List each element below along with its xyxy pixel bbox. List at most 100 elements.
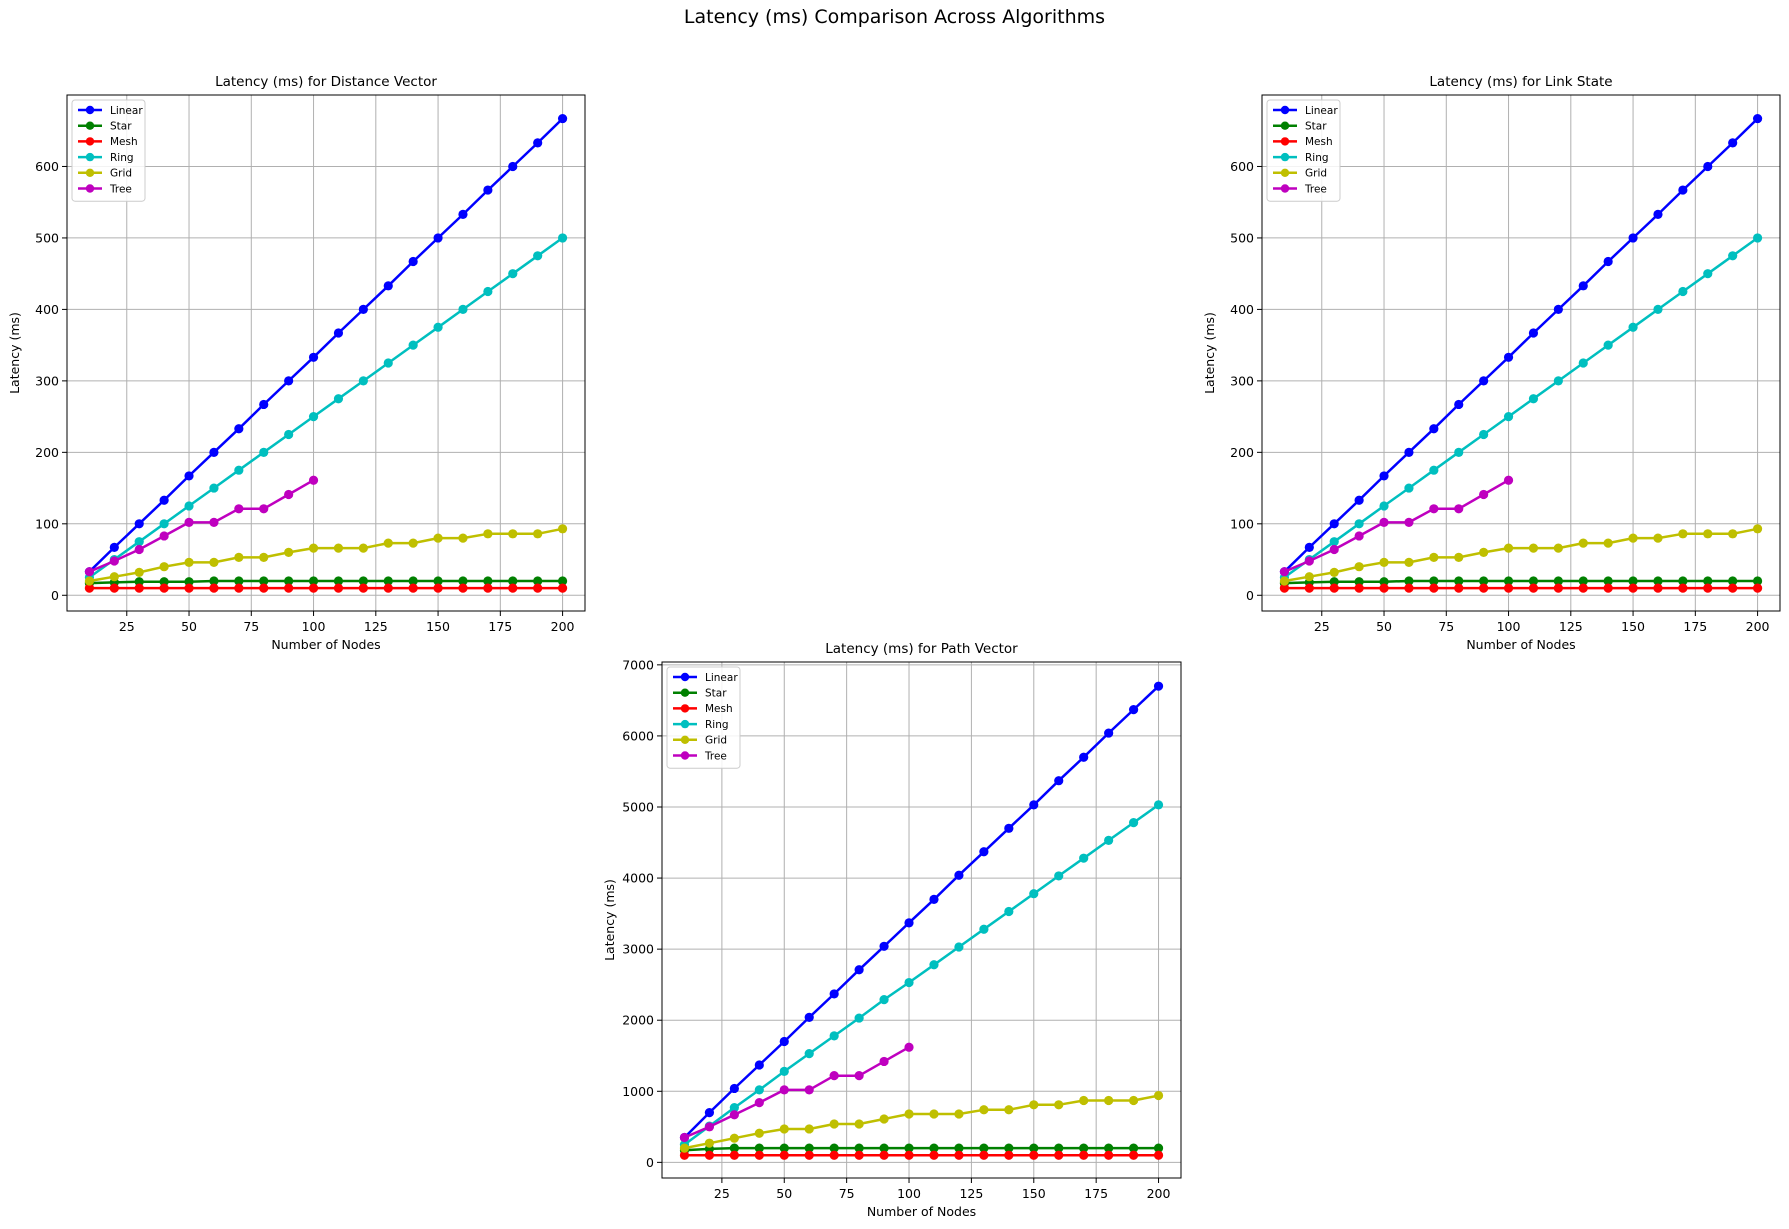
data-point-linear — [1079, 752, 1089, 762]
data-point-grid — [1104, 1095, 1114, 1106]
x-tick-label: 25 — [119, 619, 135, 634]
data-point-mesh — [879, 1150, 889, 1160]
data-point-star — [829, 1143, 839, 1153]
data-point-grid — [159, 562, 169, 572]
data-point-ring — [1628, 322, 1638, 332]
data-point-star — [433, 576, 443, 586]
data-point-grid — [879, 1114, 889, 1124]
data-point-mesh — [159, 583, 169, 593]
data-point-grid — [1329, 567, 1339, 578]
data-point-star — [1528, 576, 1539, 586]
data-point-mesh — [1728, 583, 1738, 593]
legend-label-linear: Linear — [1305, 105, 1338, 117]
data-point-ring — [259, 447, 269, 457]
data-point-ring — [383, 358, 393, 368]
data-point-linear — [804, 1012, 814, 1022]
legend-label-linear: Linear — [705, 672, 738, 684]
data-point-star — [1329, 577, 1339, 587]
series-line-ring — [88, 236, 564, 579]
data-point-mesh — [954, 1150, 964, 1160]
data-point-tree — [284, 489, 294, 500]
data-point-mesh — [804, 1150, 814, 1160]
data-point-mesh — [1029, 1150, 1039, 1160]
data-point-ring — [358, 376, 368, 386]
data-point-linear — [704, 1108, 715, 1118]
data-point-ring — [1354, 519, 1364, 529]
data-point-mesh — [358, 583, 368, 593]
series-line-linear — [1283, 117, 1759, 573]
data-point-ring — [1578, 358, 1588, 368]
data-point-grid — [458, 533, 468, 543]
data-point-mesh — [1004, 1150, 1014, 1160]
data-point-tree — [1354, 531, 1364, 541]
data-point-linear — [458, 209, 468, 219]
data-point-ring — [1104, 835, 1114, 845]
data-point-linear — [1054, 776, 1064, 786]
data-point-tree — [84, 567, 95, 577]
data-point-linear — [408, 256, 418, 267]
data-point-star — [557, 576, 568, 586]
plot-frame — [1261, 94, 1781, 612]
data-point-grid — [184, 557, 194, 568]
x-tick-label: 25 — [714, 1186, 730, 1201]
data-point-ring — [134, 537, 144, 547]
x-axis-label: Number of Nodes — [271, 637, 380, 652]
y-tick-label: 500 — [35, 230, 59, 245]
data-point-tree — [159, 531, 169, 541]
data-point-tree — [1329, 544, 1339, 555]
data-point-ring — [979, 924, 989, 934]
data-point-grid — [1279, 576, 1290, 586]
y-tick-label: 400 — [1230, 302, 1254, 317]
data-point-mesh — [1054, 1150, 1064, 1160]
data-point-ring — [1703, 269, 1713, 279]
legend-label-tree: Tree — [704, 750, 727, 762]
data-point-ring — [1404, 483, 1414, 493]
data-point-ring — [284, 429, 294, 440]
legend: Linear Star Mesh Ring Grid Tree — [666, 666, 741, 769]
panel-title: Latency (ms) for Distance Vector — [215, 74, 437, 90]
legend-swatch-marker — [85, 152, 95, 162]
data-point-linear — [1104, 728, 1114, 738]
x-tick-label: 175 — [488, 619, 512, 634]
data-point-grid — [209, 557, 219, 568]
legend-swatch-marker — [85, 184, 95, 193]
y-tick-label: 100 — [35, 516, 59, 531]
data-point-grid — [1653, 533, 1663, 543]
legend-swatch-marker — [85, 137, 95, 146]
data-point-star — [854, 1143, 864, 1153]
legend-label-ring: Ring — [1305, 152, 1329, 164]
legend-label-star: Star — [110, 121, 132, 133]
data-point-ring — [954, 942, 964, 952]
data-point-grid — [929, 1109, 939, 1119]
data-point-linear — [1503, 352, 1514, 362]
y-tick-label: 1000 — [622, 1084, 654, 1099]
data-point-linear — [1354, 495, 1364, 505]
data-point-linear — [1553, 304, 1563, 315]
data-point-mesh — [729, 1150, 739, 1160]
legend-swatch-marker — [1280, 184, 1290, 193]
data-point-linear — [879, 941, 889, 951]
data-point-star — [954, 1143, 964, 1153]
y-tick-label: 5000 — [622, 799, 654, 814]
x-tick-label: 175 — [1084, 1186, 1108, 1201]
data-point-grid — [704, 1138, 715, 1148]
data-point-mesh — [1104, 1150, 1114, 1160]
x-tick-label: 150 — [1621, 619, 1645, 634]
legend-swatch-marker — [680, 735, 690, 744]
data-point-ring — [234, 465, 244, 475]
data-point-mesh — [1404, 583, 1414, 593]
chart-panel-link-state: 25 50 75 100 125 150 175 200 0 100 200 300 400 500 600… — [1202, 74, 1781, 652]
legend-label-mesh: Mesh — [705, 703, 733, 715]
legend-swatch-marker — [680, 704, 690, 713]
x-tick-label: 200 — [1746, 619, 1770, 634]
data-point-linear — [483, 185, 493, 195]
data-point-star — [779, 1143, 789, 1153]
data-point-ring — [879, 995, 889, 1005]
data-point-star — [1079, 1143, 1089, 1153]
x-tick-label: 100 — [897, 1186, 921, 1201]
data-point-mesh — [1578, 583, 1588, 593]
x-tick-label: 200 — [1147, 1186, 1171, 1201]
y-tick-label: 600 — [35, 159, 59, 174]
data-point-mesh — [109, 583, 119, 593]
chart-panel-distance-vector: 25 50 75 100 125 150 175 200 0 100 200 300 400 500 600… — [7, 74, 586, 652]
